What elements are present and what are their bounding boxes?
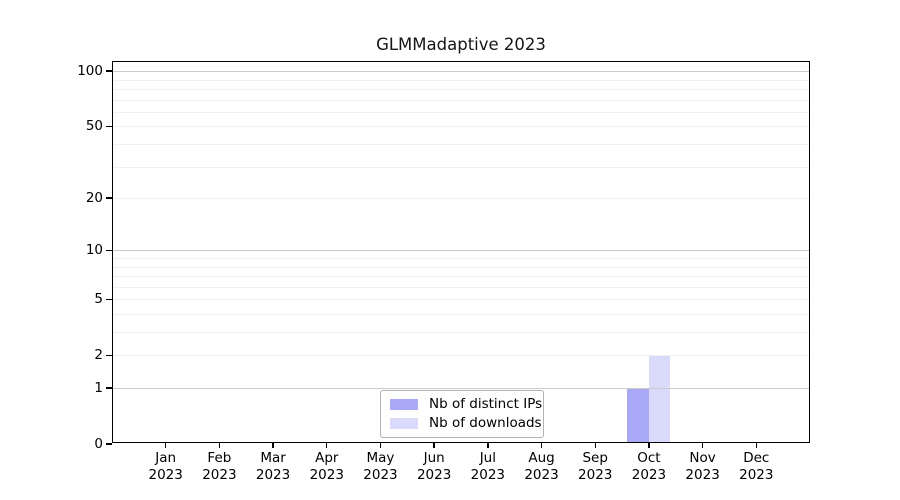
y-tick-label: 20: [85, 190, 103, 207]
x-tick-year: 2023: [148, 467, 183, 483]
x-tick-year: 2023: [255, 467, 291, 483]
gridline-minor-70: [113, 99, 809, 101]
bar-nb-of-distinct-ips-oct: [627, 388, 649, 444]
x-tick-month: Jul: [479, 450, 496, 466]
x-tick-year: 2023: [578, 467, 613, 483]
y-tick-label: 50: [85, 118, 103, 135]
x-tick-year: 2023: [363, 467, 398, 483]
x-tick-label-nov: Nov 2023: [671, 450, 735, 484]
gridline-minor-7: [113, 276, 809, 278]
legend: Nb of distinct IPs Nb of downloads: [380, 390, 544, 438]
gridline-minor-2: [113, 355, 809, 357]
x-tick-month: Feb: [207, 450, 232, 466]
legend-swatch-downloads: [390, 418, 418, 429]
x-tick-label-jan: Jan 2023: [134, 450, 198, 484]
x-tick-mark-jun: [433, 443, 435, 448]
x-tick-mark-aug: [540, 443, 543, 448]
x-tick-month: Nov: [689, 450, 716, 466]
gridline-minor-20: [113, 198, 809, 200]
x-tick-mark-oct: [648, 443, 650, 448]
x-tick-label-jun: Jun 2023: [402, 450, 466, 484]
x-tick-label-dec: Dec 2023: [724, 450, 788, 484]
gridline-minor-40: [113, 144, 809, 146]
gridline-minor-6: [113, 286, 809, 288]
gridline-minor-3: [113, 332, 809, 334]
x-tick-label-mar: Mar 2023: [241, 450, 305, 484]
y-tick-label: 5: [94, 291, 103, 308]
x-tick-month: Apr: [315, 450, 339, 466]
legend-item-downloads: Nb of downloads: [390, 416, 542, 431]
x-tick-mark-apr: [326, 443, 328, 448]
gridline-minor-50: [113, 126, 809, 128]
x-tick-year: 2023: [685, 467, 720, 483]
x-tick-month: Oct: [637, 450, 661, 466]
x-tick-month: Dec: [743, 450, 770, 466]
gridline-major-1: [113, 387, 809, 389]
x-tick-label-may: May 2023: [348, 450, 412, 484]
y-tick-label: 1: [94, 380, 103, 396]
y-tick-mark-20: [106, 197, 112, 199]
x-tick-month: Mar: [260, 450, 286, 466]
gridline-minor-60: [113, 111, 809, 113]
y-tick-label: 100: [77, 63, 103, 80]
x-tick-label-sep: Sep 2023: [563, 450, 627, 484]
y-tick-mark-5: [106, 298, 112, 300]
gridline-major-10: [113, 249, 809, 251]
x-tick-year: 2023: [631, 467, 667, 483]
gridline-major-100: [113, 70, 809, 72]
x-tick-label-oct: Oct 2023: [617, 450, 681, 484]
x-tick-mark-jul: [487, 443, 489, 448]
x-tick-mark-sep: [594, 443, 596, 448]
x-tick-label-jul: Jul 2023: [456, 450, 520, 484]
y-tick-mark-0: [106, 443, 112, 445]
y-tick-mark-1: [106, 387, 112, 389]
x-tick-label-feb: Feb 2023: [187, 450, 251, 484]
x-tick-month: Jan: [155, 450, 177, 466]
y-tick-mark-2: [106, 354, 112, 356]
gridline-minor-4: [113, 313, 809, 315]
x-tick-year: 2023: [309, 467, 344, 483]
x-tick-mark-nov: [701, 443, 704, 448]
x-tick-label-aug: Aug 2023: [510, 450, 574, 484]
gridline-minor-8: [113, 266, 809, 268]
x-tick-label-apr: Apr 2023: [295, 450, 359, 484]
y-tick-label: 0: [94, 436, 103, 452]
gridline-minor-9: [113, 258, 809, 259]
x-tick-year: 2023: [524, 467, 559, 483]
x-tick-mark-feb: [218, 443, 221, 448]
x-tick-year: 2023: [470, 467, 506, 483]
gridline-minor-5: [113, 299, 809, 301]
plot-area: [112, 61, 810, 443]
x-tick-month: Aug: [528, 450, 555, 466]
y-tick-mark-10: [106, 249, 112, 251]
y-tick-label: 2: [94, 347, 103, 364]
legend-label-distinct-ips: Nb of distinct IPs: [429, 396, 543, 412]
chart-title: GLMMadaptive 2023: [376, 35, 546, 54]
y-tick-label: 10: [85, 242, 103, 259]
legend-label-downloads: Nb of downloads: [429, 415, 542, 431]
bar-nb-of-downloads-oct: [648, 355, 671, 444]
x-tick-mark-dec: [755, 443, 757, 448]
x-tick-mark-may: [379, 443, 382, 448]
x-tick-year: 2023: [416, 467, 452, 483]
legend-item-distinct-ips: Nb of distinct IPs: [390, 397, 542, 412]
x-tick-year: 2023: [739, 467, 774, 483]
x-tick-month: Jun: [423, 450, 445, 466]
gridline-minor-90: [113, 79, 809, 81]
x-tick-month: May: [366, 450, 395, 466]
gridline-minor-80: [113, 89, 809, 91]
x-tick-year: 2023: [202, 467, 237, 483]
x-tick-month: Sep: [582, 450, 608, 466]
y-tick-mark-100: [106, 70, 112, 72]
gridline-minor-30: [113, 166, 809, 168]
legend-swatch-distinct-ips: [390, 399, 418, 410]
y-tick-mark-50: [106, 125, 112, 128]
x-tick-mark-mar: [272, 443, 274, 448]
x-tick-mark-jan: [164, 443, 167, 448]
